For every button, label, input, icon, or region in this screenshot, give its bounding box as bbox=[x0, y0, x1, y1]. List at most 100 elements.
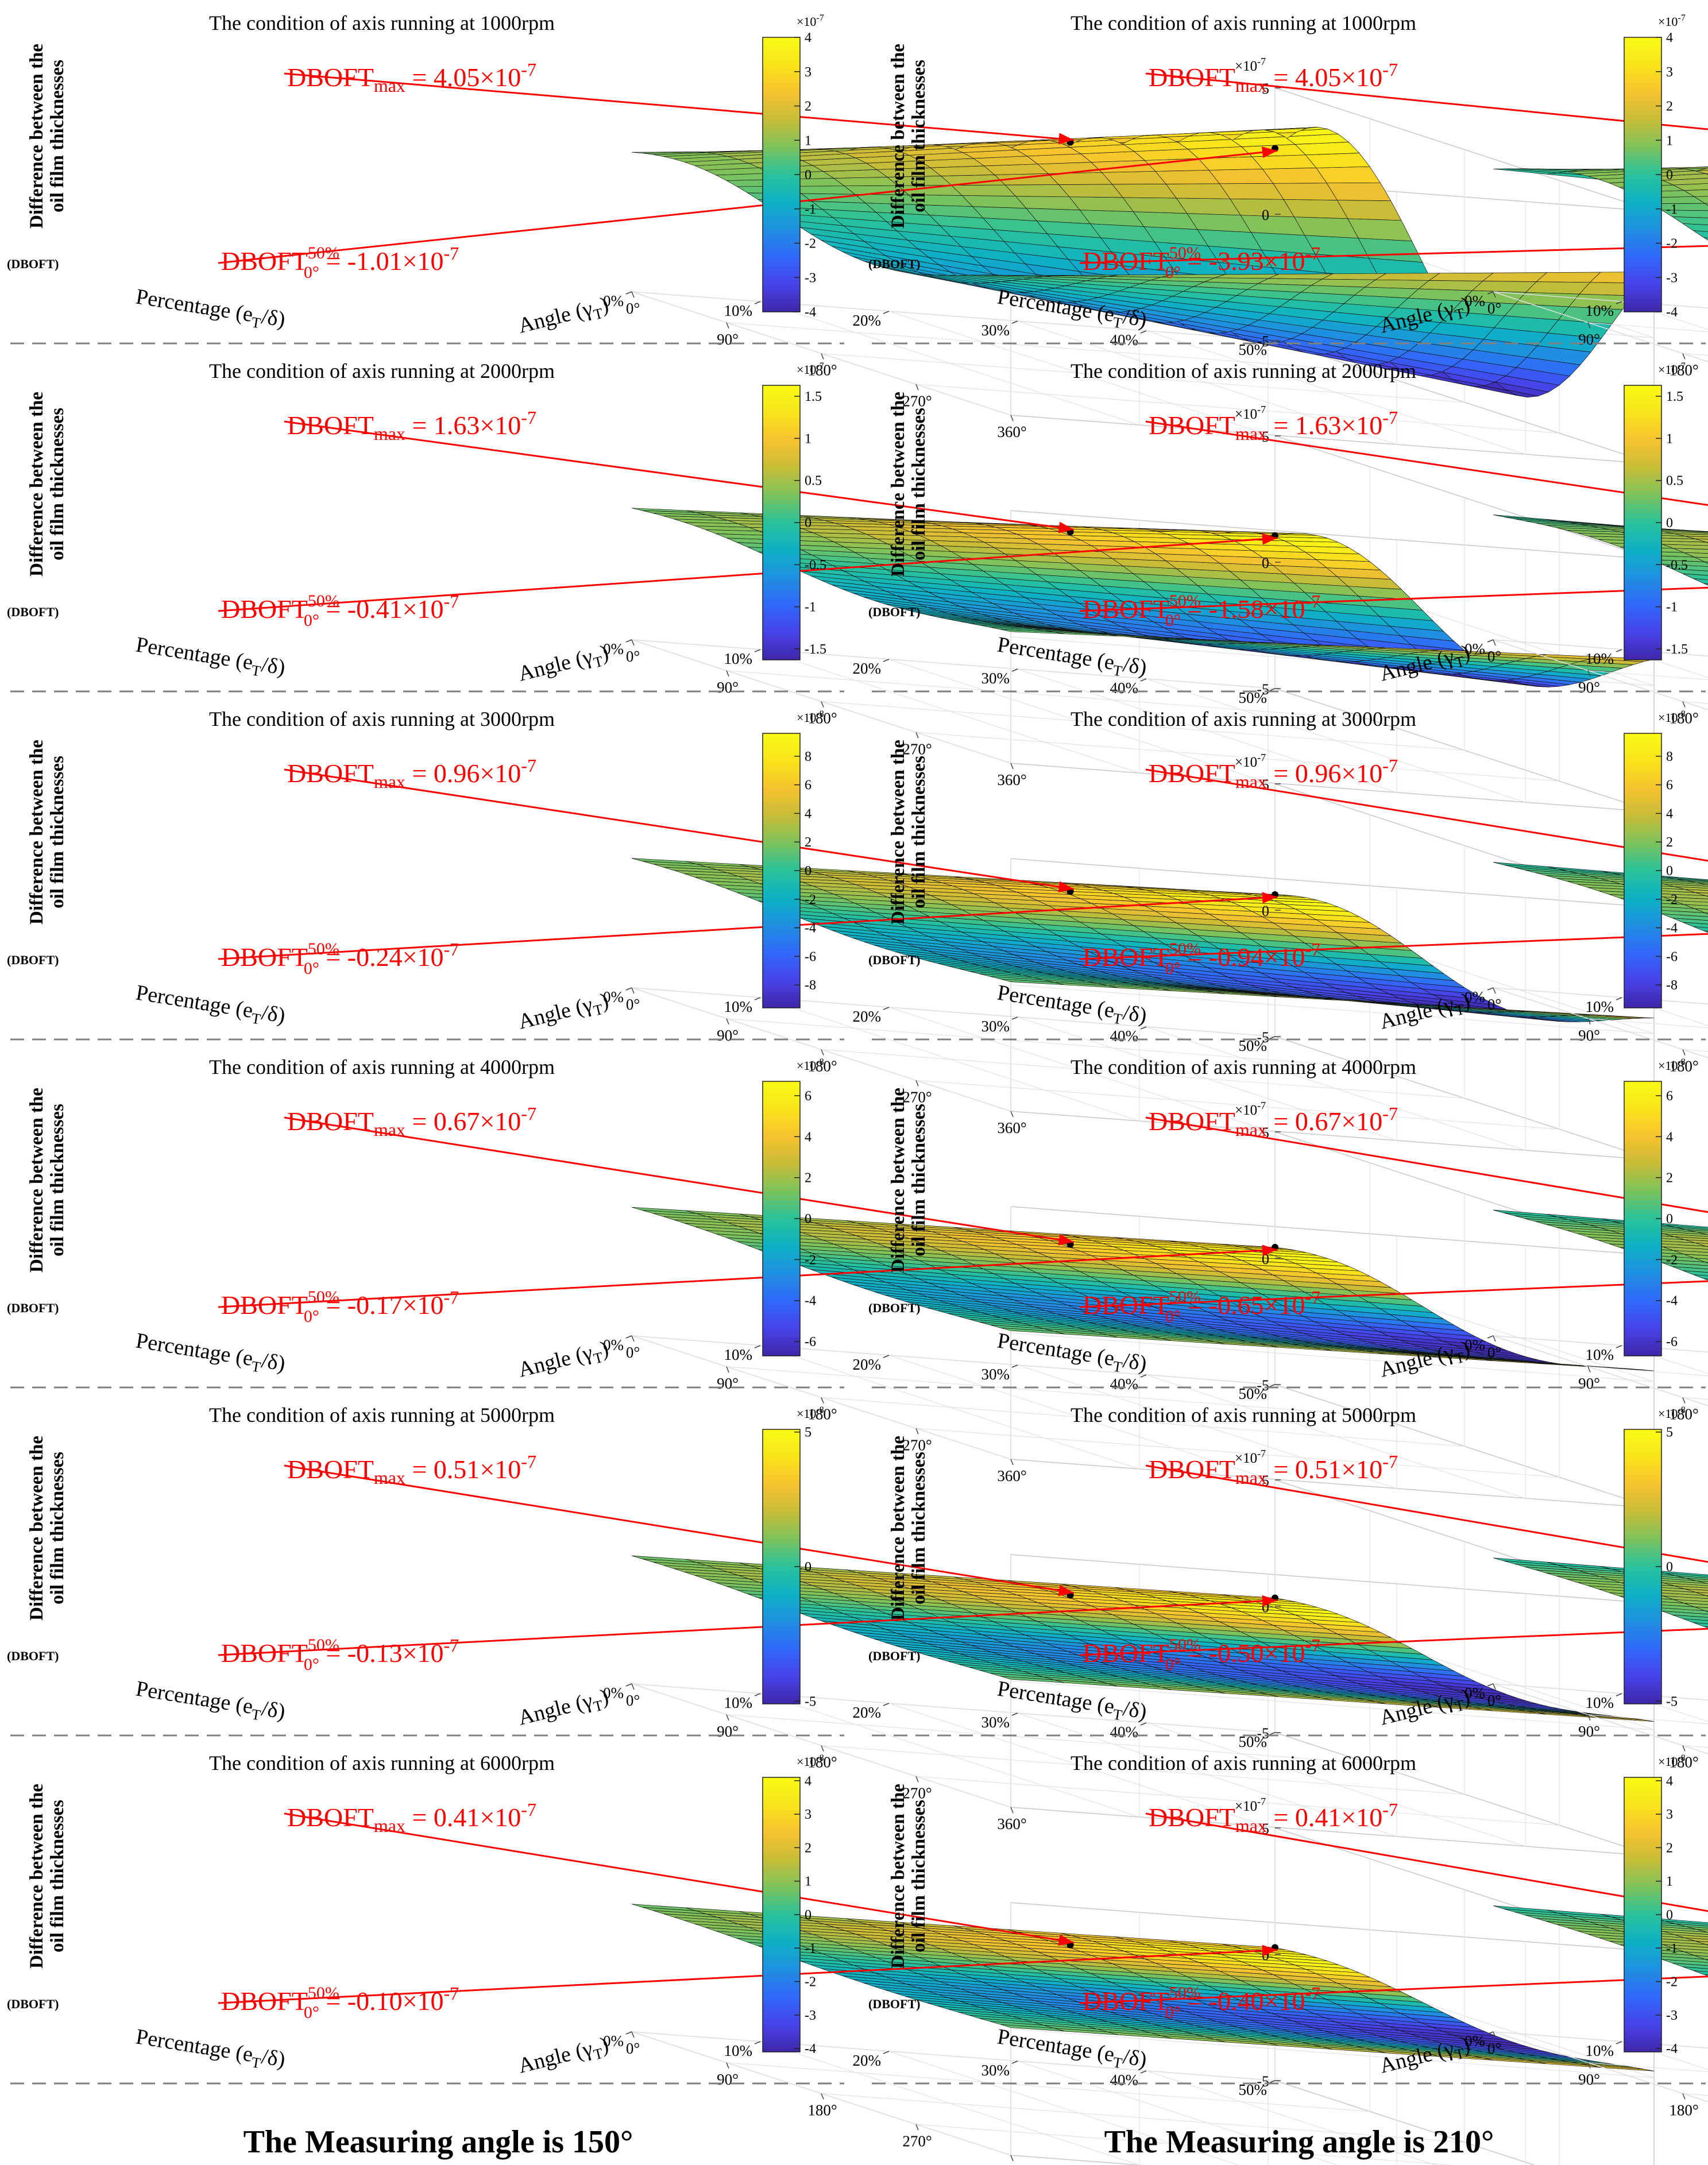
colorbar-segment bbox=[763, 257, 800, 262]
colorbar-tick-label: -2 bbox=[805, 1252, 816, 1267]
colorbar-segment bbox=[1624, 270, 1661, 276]
colorbar-segment bbox=[763, 797, 800, 803]
colorbar-tick-label: -2 bbox=[1666, 1252, 1678, 1267]
y-tick-label: 360° bbox=[997, 1119, 1026, 1136]
colorbar-segment bbox=[1624, 55, 1661, 61]
colorbar-tick-label: -0.5 bbox=[805, 558, 826, 573]
colorbar-segment bbox=[763, 1090, 800, 1096]
colorbar-segment bbox=[763, 431, 800, 436]
colorbar-segment bbox=[1624, 1177, 1661, 1182]
surface-patch bbox=[1493, 168, 1558, 175]
colorbar-segment bbox=[763, 1163, 800, 1169]
colorbar-segment bbox=[763, 55, 800, 61]
x-tick-label: 10% bbox=[1586, 1346, 1614, 1363]
z-label-line2: oil film thicknesses bbox=[47, 756, 68, 908]
colorbar-segment bbox=[1624, 1108, 1661, 1114]
colorbar-segment bbox=[763, 884, 800, 890]
colorbar-segment bbox=[1624, 875, 1661, 880]
max-annotation: DBOFTmax = 0.67×10-7 bbox=[1149, 1103, 1398, 1140]
z-label-line1: Difference between the bbox=[26, 740, 47, 925]
surface-patch bbox=[1692, 230, 1708, 238]
colorbar-segment bbox=[1624, 756, 1661, 761]
colorbar-segment bbox=[763, 215, 800, 221]
colorbar-segment bbox=[1624, 1122, 1661, 1128]
colorbar-segment bbox=[763, 637, 800, 642]
colorbar-tick-label: -6 bbox=[805, 1335, 816, 1350]
colorbar-segment bbox=[1624, 243, 1661, 249]
panel-title: The condition of axis running at 3000rpm bbox=[209, 708, 555, 730]
colorbar-segment bbox=[1624, 742, 1661, 748]
colorbar-segment bbox=[1624, 1200, 1661, 1205]
colorbar-segment bbox=[1624, 110, 1661, 116]
colorbar-segment bbox=[1624, 41, 1661, 47]
at-annotation: DBOFT50% 0° = -0.24×10-7 bbox=[221, 939, 459, 978]
colorbar-segment bbox=[1624, 234, 1661, 239]
colorbar-segment bbox=[1624, 1085, 1661, 1091]
at-arrow-line bbox=[218, 149, 1278, 264]
colorbar-segment bbox=[763, 1131, 800, 1137]
colorbar-segment bbox=[763, 871, 800, 876]
colorbar-segment bbox=[1624, 161, 1661, 166]
colorbar-segment bbox=[1624, 197, 1661, 203]
colorbar-segment bbox=[763, 1196, 800, 1201]
x-tick-label: 40% bbox=[1110, 679, 1139, 697]
y-tick-label: 90° bbox=[1578, 1375, 1600, 1392]
z-tick-label: 0 bbox=[1262, 555, 1269, 571]
colorbar-segment bbox=[763, 742, 800, 748]
colorbar-tick-label: -6 bbox=[1666, 1335, 1678, 1350]
colorbar-segment bbox=[1624, 879, 1661, 885]
colorbar-segment bbox=[763, 600, 800, 605]
colorbar-segment bbox=[763, 41, 800, 47]
colorbar-segment bbox=[763, 618, 800, 624]
max-annotation: DBOFTmax = 1.63×10-7 bbox=[287, 407, 536, 444]
colorbar-segment bbox=[763, 83, 800, 88]
colorbar-tick-label: -1.5 bbox=[1666, 642, 1688, 657]
colorbar-segment bbox=[1624, 188, 1661, 194]
surface-patch bbox=[1693, 578, 1708, 584]
colorbar-segment bbox=[763, 985, 800, 990]
grid-line bbox=[1017, 668, 1397, 793]
at-annotation: DBOFT50% 0° = -3.93×10-7 bbox=[1083, 243, 1320, 282]
colorbar-segment bbox=[1624, 1241, 1661, 1247]
colorbar-segment bbox=[1624, 449, 1661, 455]
y-tick-label: 270° bbox=[902, 392, 932, 409]
z-axis-label: Difference between the oil film thickness… bbox=[888, 1088, 929, 1273]
colorbar-segment bbox=[763, 399, 800, 404]
colorbar-segment bbox=[763, 481, 800, 486]
colorbar-segment bbox=[1624, 78, 1661, 84]
colorbar-segment bbox=[1624, 948, 1661, 953]
colorbar-tick-label: 4 bbox=[1666, 30, 1673, 45]
colorbar-segment bbox=[763, 110, 800, 116]
max-annotation: DBOFTmax = 0.96×10-7 bbox=[1149, 755, 1398, 792]
colorbar-tick-label: -8 bbox=[1666, 978, 1678, 993]
surface-patch bbox=[1471, 281, 1537, 293]
y-tick-label: 90° bbox=[717, 1375, 739, 1392]
y-tick-mark bbox=[1493, 291, 1496, 298]
surface-patch bbox=[1219, 183, 1284, 200]
colorbar-segment bbox=[763, 156, 800, 161]
x-label-text: Percentage (eT/δ) bbox=[134, 980, 287, 1031]
colorbar-segment bbox=[763, 1305, 800, 1310]
colorbar-segment bbox=[763, 124, 800, 129]
colorbar-segment bbox=[1624, 1145, 1661, 1151]
colorbar-segment bbox=[1624, 170, 1661, 175]
colorbar-tick-label: 1 bbox=[1666, 133, 1673, 148]
colorbar-segment bbox=[763, 444, 800, 450]
x-axis-label: Percentage (eT/δ) bbox=[134, 632, 287, 680]
colorbar-segment bbox=[1624, 37, 1661, 42]
colorbar-tick-label: 4 bbox=[805, 1130, 812, 1145]
colorbar-tick-label: 2 bbox=[805, 835, 812, 850]
colorbar-segment bbox=[763, 848, 800, 853]
colorbar-segment bbox=[763, 1278, 800, 1283]
colorbar-segment bbox=[1624, 540, 1661, 546]
colorbar-segment bbox=[1624, 966, 1661, 972]
colorbar-tick-label: 8 bbox=[805, 749, 812, 764]
colorbar-segment bbox=[763, 573, 800, 578]
max-arrow-line bbox=[284, 72, 1074, 141]
colorbar-segment bbox=[763, 774, 800, 780]
y-tick-label: 0° bbox=[1487, 300, 1501, 317]
colorbar-segment bbox=[1624, 1232, 1661, 1238]
colorbar-segment bbox=[763, 1113, 800, 1119]
colorbar-segment bbox=[1624, 1259, 1661, 1265]
grid-line bbox=[1493, 291, 1708, 308]
